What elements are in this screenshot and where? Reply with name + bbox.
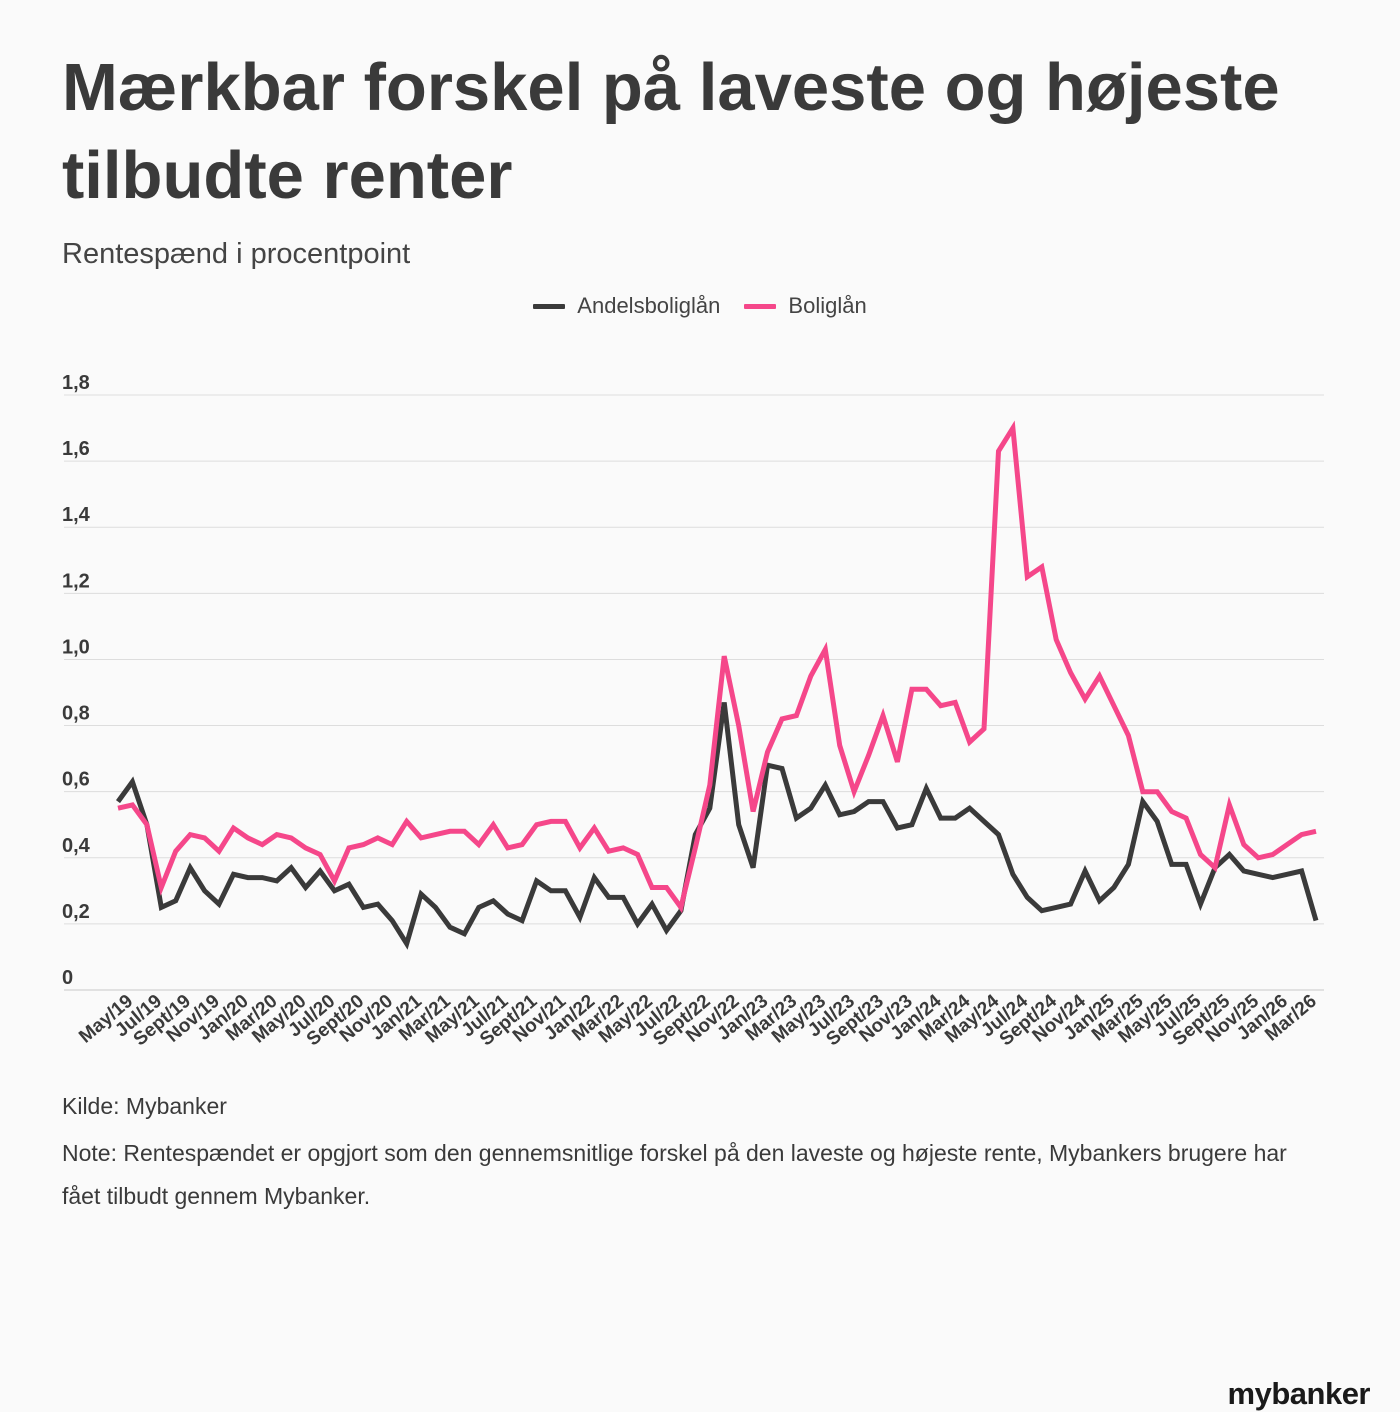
brand-logo: mybanker (1227, 1376, 1371, 1411)
legend-item-boliglan: Boliglån (744, 293, 867, 319)
legend: Andelsboliglån Boliglån (0, 293, 1400, 319)
chart-title: Mærkbar forskel på laveste og højeste ti… (62, 50, 1280, 213)
y-tick-label: 1,8 (62, 372, 90, 394)
y-tick-label: 1,0 (62, 636, 90, 658)
legend-swatch-andelsboliglan (533, 303, 566, 309)
series-line-boliglan (117, 420, 1317, 914)
y-tick-label: 1,4 (62, 504, 91, 526)
y-tick-label: 0,4 (62, 835, 91, 857)
y-tick-label: 0,6 (62, 769, 90, 791)
source-note: Kilde: Mybanker (62, 1093, 227, 1119)
y-tick-label: 0 (62, 967, 73, 989)
y-tick-label: 1,2 (62, 570, 90, 592)
line-chart: 00,20,40,60,81,01,21,41,61,8 May/19Jul/1… (62, 372, 1324, 1050)
y-tick-label: 0,8 (62, 703, 90, 725)
chart-subtitle: Rentespænd i procentpoint (62, 238, 411, 270)
legend-item-andelsboliglan: Andelsboliglån (533, 293, 720, 319)
series-line-andelsboliglan (115, 702, 1319, 950)
legend-label-andelsboliglan: Andelsboliglån (577, 293, 721, 318)
legend-swatch-boliglan (744, 303, 777, 309)
methodology-note: Note: Rentespændet er opgjort som den ge… (62, 1140, 1287, 1209)
y-tick-label: 0,2 (62, 901, 90, 923)
legend-label-boliglan: Boliglån (788, 293, 867, 318)
y-tick-label: 1,6 (62, 438, 90, 460)
